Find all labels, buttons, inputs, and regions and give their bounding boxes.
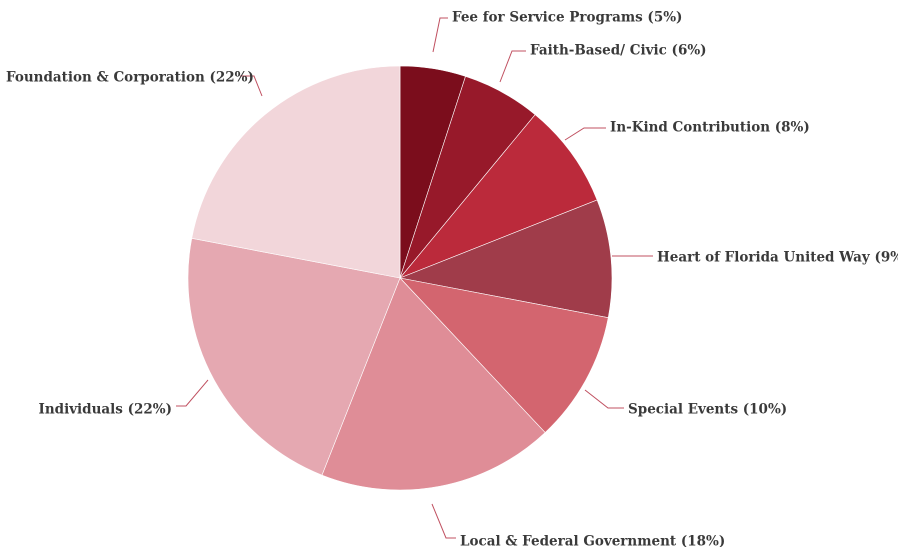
slice-label: Special Events (10%) [628,402,787,418]
slice-label: Heart of Florida United Way (9%) [657,250,898,266]
pie-slice [191,65,401,279]
leader-line [499,50,526,83]
leader-line [431,503,456,539]
slice-label: Foundation & Corporation (22%) [6,70,254,86]
pie-slice [399,277,609,433]
leader-lines-layer [176,17,653,539]
leader-line [240,75,263,97]
slice-label: Individuals (22%) [39,402,173,418]
leader-line [432,17,448,53]
labels-layer: Fee for Service Programs (5%) Faith-Based… [6,10,898,550]
slices-layer [187,65,613,491]
pie-slice [399,114,598,279]
slice-label: Faith-Based/ Civic (6%) [530,43,707,59]
leader-line [176,379,209,407]
pie-slice [187,237,401,476]
pie-slice [321,277,546,491]
pie-slice [398,199,613,319]
slice-label: Local & Federal Government (18%) [460,534,725,548]
slice-label: In-Kind Contribution (8%) [610,120,810,136]
leader-line [584,389,624,409]
slice-label: Fee for Service Programs (5%) [452,10,682,26]
leader-line [564,127,606,141]
